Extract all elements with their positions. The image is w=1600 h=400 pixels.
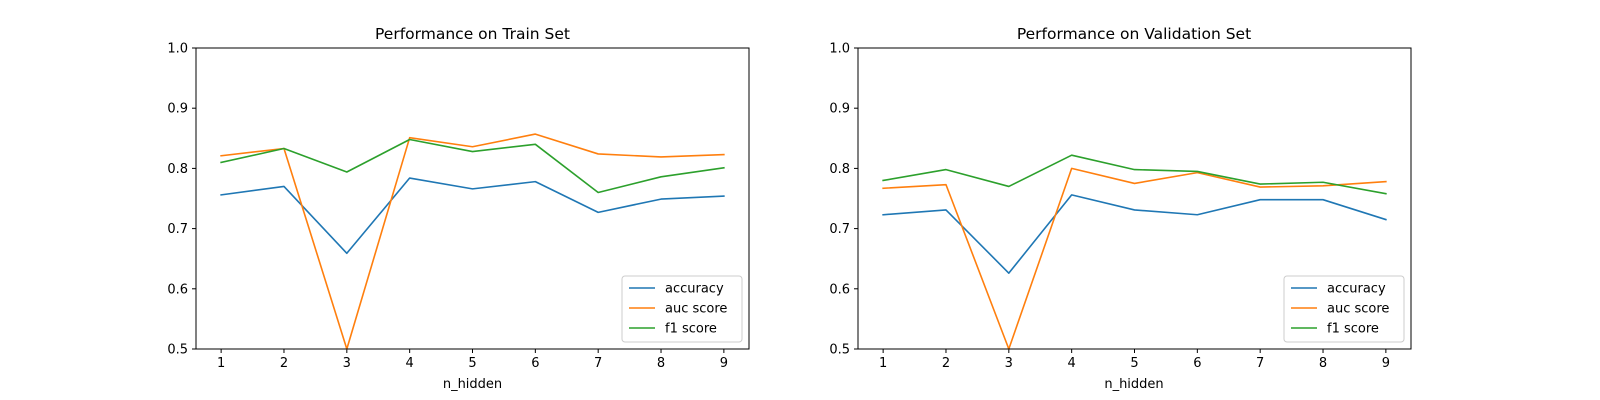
- plot-frame: [195, 47, 750, 350]
- legend-label: f1 score: [1327, 322, 1379, 337]
- legend-box: [1283, 275, 1405, 343]
- legend-label: f1 score: [665, 322, 717, 337]
- x-tick-label: 5: [468, 356, 476, 371]
- y-tick-label: 0.8: [829, 162, 850, 177]
- x-tick-label: 4: [406, 356, 414, 371]
- series-line-accuracy: [220, 177, 725, 255]
- x-tick-label: 4: [1068, 356, 1076, 371]
- chart-title: Performance on Validation Set: [1017, 25, 1251, 43]
- y-tick-label: 0.7: [167, 222, 188, 237]
- y-tick-label: 0.5: [167, 343, 188, 358]
- axis-ticks: 1 2 3 4 5 6 7 8 9 0.5 0.6 0.7 0.8 0.9 1.0: [167, 42, 728, 372]
- y-tick-label: 0.9: [167, 102, 188, 117]
- series-line-accuracy: [882, 194, 1387, 274]
- y-tick-label: 0.6: [167, 282, 188, 297]
- x-tick-label: 1: [217, 356, 225, 371]
- validation-chart: Performance on Validation Set 1 2 3 4 5 6 7 8 9 0…: [829, 25, 1412, 392]
- x-axis-label: n_hidden: [443, 377, 502, 392]
- x-tick-label: 2: [942, 356, 950, 371]
- x-tick-label: 2: [280, 356, 288, 371]
- y-tick-label: 0.5: [829, 343, 850, 358]
- x-tick-label: 8: [657, 356, 665, 371]
- series-line-f1-score: [882, 154, 1387, 195]
- legend-label: auc score: [1327, 302, 1389, 317]
- x-tick-label: 6: [1193, 356, 1201, 371]
- x-tick-label: 6: [531, 356, 539, 371]
- train-chart: Performance on Train Set 1 2 3 4 5 6 7 8 9 0.5 0.6…: [167, 25, 750, 392]
- series-line-auc-score: [882, 167, 1387, 350]
- axis-ticks: 1 2 3 4 5 6 7 8 9 0.5 0.6 0.7 0.8 0.9 1.0: [829, 42, 1390, 372]
- series-layer: [220, 133, 725, 350]
- chart-title: Performance on Train Set: [375, 25, 570, 43]
- x-tick-label: 9: [1382, 356, 1390, 371]
- legend-label: accuracy: [665, 282, 724, 297]
- x-tick-label: 3: [343, 356, 351, 371]
- x-tick-label: 1: [879, 356, 887, 371]
- legend-label: accuracy: [1327, 282, 1386, 297]
- y-tick-label: 1.0: [829, 42, 850, 57]
- legend: accuracy auc score f1 score: [621, 275, 743, 343]
- y-tick-label: 1.0: [167, 42, 188, 57]
- x-tick-label: 7: [1256, 356, 1264, 371]
- y-tick-label: 0.9: [829, 102, 850, 117]
- legend-box: [621, 275, 743, 343]
- series-line-f1-score: [220, 138, 725, 194]
- plot-frame: [857, 47, 1412, 350]
- x-tick-label: 5: [1130, 356, 1138, 371]
- y-tick-label: 0.7: [829, 222, 850, 237]
- y-tick-label: 0.6: [829, 282, 850, 297]
- x-tick-label: 7: [594, 356, 602, 371]
- legend-label: auc score: [665, 302, 727, 317]
- series-line-auc-score: [220, 133, 725, 350]
- x-tick-label: 9: [720, 356, 728, 371]
- series-layer: [882, 154, 1387, 350]
- x-tick-label: 3: [1005, 356, 1013, 371]
- y-tick-label: 0.8: [167, 162, 188, 177]
- x-axis-label: n_hidden: [1104, 377, 1163, 392]
- legend: accuracy auc score f1 score: [1283, 275, 1405, 343]
- x-tick-label: 8: [1319, 356, 1327, 371]
